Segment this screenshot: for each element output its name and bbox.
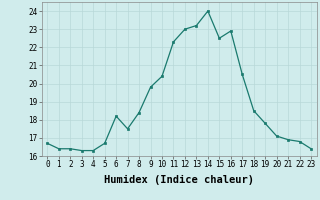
X-axis label: Humidex (Indice chaleur): Humidex (Indice chaleur)	[104, 175, 254, 185]
